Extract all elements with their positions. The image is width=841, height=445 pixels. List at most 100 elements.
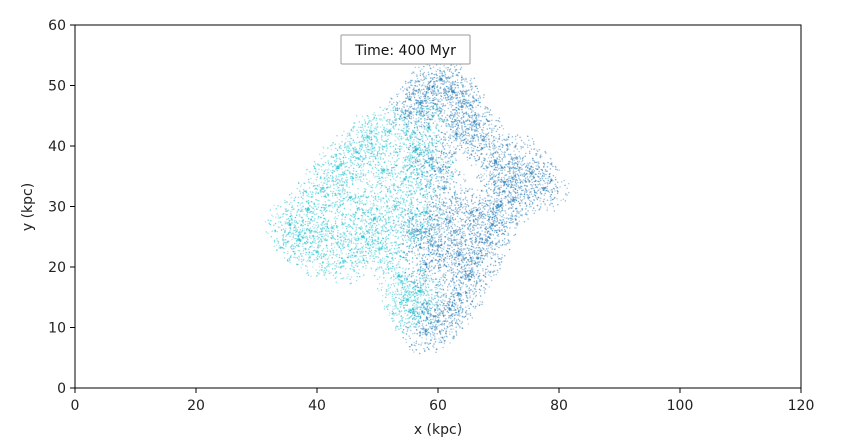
particle-dot — [371, 239, 374, 241]
particle-dot — [300, 216, 303, 218]
particle-dot — [397, 217, 400, 220]
particle-dot — [348, 238, 350, 240]
particle-dot — [307, 224, 309, 226]
particle-dot — [331, 175, 334, 178]
particle-dot — [437, 211, 439, 213]
particle-dot — [404, 112, 407, 115]
particle-dot — [406, 93, 408, 95]
particle-dot — [339, 189, 341, 191]
particle-dot — [321, 233, 323, 236]
particle-dot — [324, 180, 326, 182]
particle-dot — [360, 163, 362, 165]
particle-dot — [397, 278, 400, 280]
particle-dot — [432, 90, 434, 92]
particle-dot — [390, 228, 392, 230]
particle-dot — [416, 272, 418, 275]
particle-dot — [359, 144, 361, 146]
particle-dot — [314, 249, 316, 252]
particle-dot — [359, 155, 362, 158]
particle-dot — [398, 139, 400, 141]
particle-dot — [412, 323, 415, 325]
particle-dot — [307, 218, 310, 220]
particle-dot — [388, 287, 390, 290]
particle-dot — [392, 193, 395, 196]
particle-dot — [393, 203, 396, 205]
particle-dot — [413, 120, 415, 122]
particle-dot — [335, 183, 337, 185]
particle-dot — [297, 244, 300, 246]
particle-dot — [406, 191, 408, 193]
particle-dot — [392, 126, 394, 128]
particle-dot — [387, 130, 389, 132]
particle-dot — [421, 111, 423, 113]
particle-dot — [338, 146, 341, 148]
particle-dot — [287, 217, 290, 220]
particle-dot — [414, 82, 416, 84]
particle-dot — [282, 212, 285, 215]
particle-dot — [339, 247, 342, 250]
particle-dot — [423, 214, 425, 217]
particle-dot — [424, 285, 427, 287]
particle-dot — [409, 233, 411, 235]
particle-dot — [386, 167, 388, 169]
particle-dot — [355, 239, 358, 241]
particle-dot — [383, 127, 386, 130]
particle-dot — [394, 235, 396, 238]
particle-dot — [439, 69, 442, 72]
particle-dot — [387, 256, 389, 259]
particle-dot — [319, 186, 322, 189]
particle-dot — [377, 114, 379, 117]
particle-dot — [350, 233, 353, 235]
particle-dot — [384, 209, 386, 212]
particle-dot — [349, 278, 351, 280]
particle-dot — [406, 226, 409, 228]
particle-dot — [326, 265, 329, 267]
particle-dot — [401, 234, 404, 237]
particle-dot — [424, 178, 426, 180]
particle-dot — [355, 254, 357, 257]
particle-dot — [399, 142, 401, 145]
particle-dot — [411, 242, 413, 244]
particle-dot — [344, 216, 347, 219]
particle-dot — [314, 203, 316, 206]
particle-dot — [379, 119, 382, 121]
particle-dot — [306, 236, 309, 239]
particle-dot — [420, 151, 423, 154]
particle-dot — [407, 113, 410, 116]
particle-dot — [343, 161, 345, 164]
particle-dot — [335, 176, 338, 178]
particle-dot — [381, 147, 383, 149]
particle-dot — [347, 245, 350, 248]
particle-dot — [384, 214, 386, 216]
particle-dot — [352, 163, 354, 165]
particle-dot — [340, 196, 342, 198]
particle-dot — [386, 246, 388, 248]
particle-dot — [400, 148, 403, 150]
particle-dot — [453, 82, 455, 84]
particle-dot — [450, 175, 453, 177]
particle-dot — [276, 240, 279, 242]
particle-dot — [309, 170, 311, 173]
particle-dot — [364, 241, 367, 243]
particle-dot — [342, 241, 345, 243]
particle-dot — [347, 273, 349, 276]
particle-dot — [345, 169, 347, 172]
particle-dot — [363, 119, 366, 121]
particle-dot — [288, 231, 290, 234]
particle-dot — [368, 120, 370, 123]
particle-dot — [292, 236, 295, 239]
particle-dot — [400, 298, 402, 301]
particle-dot — [273, 245, 276, 248]
particle-dot — [353, 266, 355, 269]
particle-dot — [346, 185, 348, 188]
particle-dot — [350, 263, 353, 265]
particle-dot — [394, 296, 397, 299]
particle-dot — [313, 205, 316, 207]
particle-dot — [334, 277, 337, 280]
particle-dot — [349, 158, 352, 160]
particle-dot — [338, 167, 340, 170]
particle-dot — [411, 223, 413, 225]
particle-dot — [436, 77, 439, 79]
particle-dot — [291, 222, 293, 224]
particle-dot — [312, 195, 314, 198]
